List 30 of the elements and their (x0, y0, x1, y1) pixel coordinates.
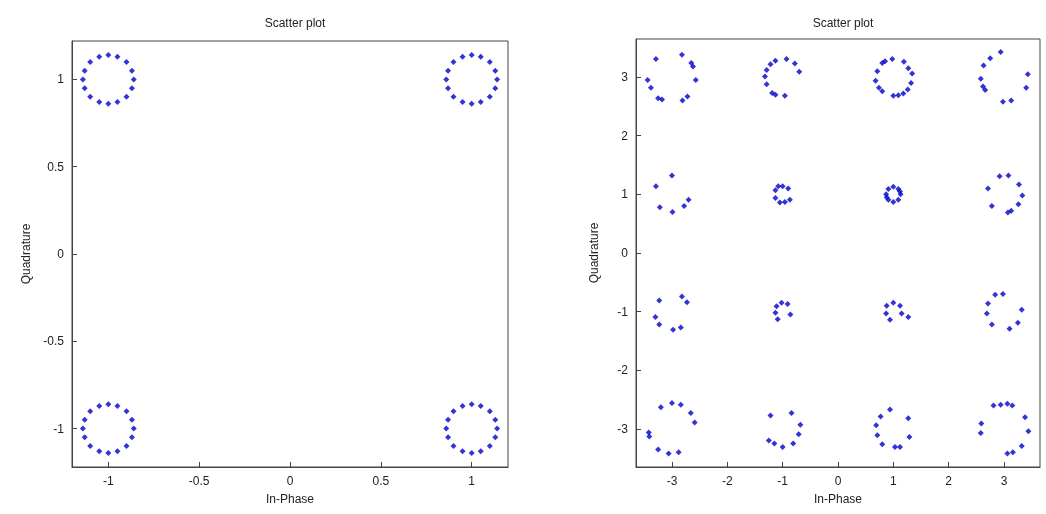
x-tick-label: 1 (468, 474, 476, 488)
y-tick-label: 0 (621, 246, 629, 260)
x-tick-label: -3 (666, 474, 678, 488)
y-tick-label: 1 (621, 187, 629, 202)
x-tick-label: 0 (834, 474, 842, 488)
y-tick-label: -1 (53, 421, 65, 436)
x-tick-label: 3 (1000, 474, 1008, 488)
y-tick-label: -2 (617, 363, 629, 378)
y-tick-label: -1 (617, 304, 629, 319)
y-tick-label: 0.5 (47, 159, 65, 174)
x-tick-label: 0.5 (372, 474, 390, 488)
x-tick-label: -2 (721, 474, 733, 488)
y-tick-label: 0 (57, 247, 65, 261)
x-tick-label: 0 (286, 474, 294, 488)
x-tick-label: -0.5 (188, 474, 210, 488)
x-tick-label: -1 (103, 474, 114, 488)
y-axis-title: Quadrature (19, 223, 34, 285)
x-tick-label: 1 (890, 474, 897, 488)
x-tick-label: -1 (777, 474, 789, 488)
y-axis-title: Quadrature (587, 222, 601, 284)
x-tick-label: 2 (945, 474, 953, 488)
chart-title: Scatter plot (264, 16, 327, 30)
y-tick-label: 1 (57, 72, 65, 87)
y-tick-label: 3 (621, 70, 629, 85)
y-tick-label: 2 (621, 128, 629, 143)
x-axis-title: In-Phase (265, 492, 315, 506)
y-tick-label: -0.5 (43, 334, 65, 349)
y-tick-label: -3 (617, 421, 629, 436)
x-axis-title: In-Phase (813, 492, 863, 506)
chart-title: Scatter plot (812, 16, 875, 30)
